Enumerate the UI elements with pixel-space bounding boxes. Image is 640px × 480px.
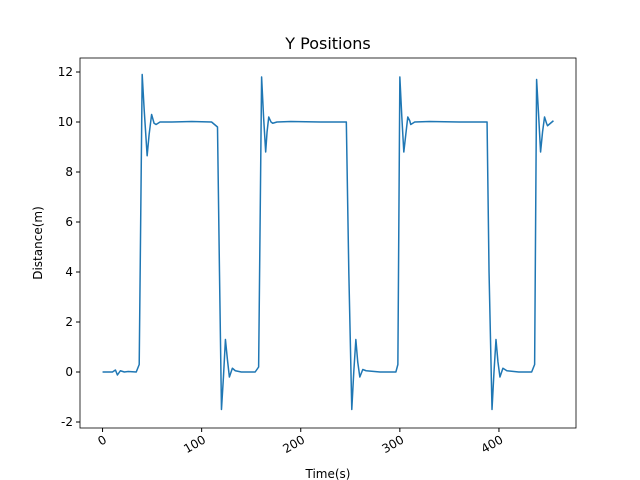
y-tick-label: -2 (61, 415, 73, 429)
y-tick-label: 8 (65, 165, 73, 179)
y-tick-label: 0 (65, 365, 73, 379)
plot-frame (79, 57, 577, 429)
y-tick-label: 12 (58, 65, 73, 79)
y-tick-label: 10 (58, 115, 73, 129)
line (102, 73, 554, 411)
chart-title: Y Positions (284, 34, 371, 53)
y-axis-label: Distance(m) (31, 206, 45, 280)
y-tick-label: 6 (65, 215, 73, 229)
y-tick-label: 2 (65, 315, 73, 329)
y-tick-label: 4 (65, 265, 73, 279)
x-axis-label: Time(s) (305, 467, 351, 480)
